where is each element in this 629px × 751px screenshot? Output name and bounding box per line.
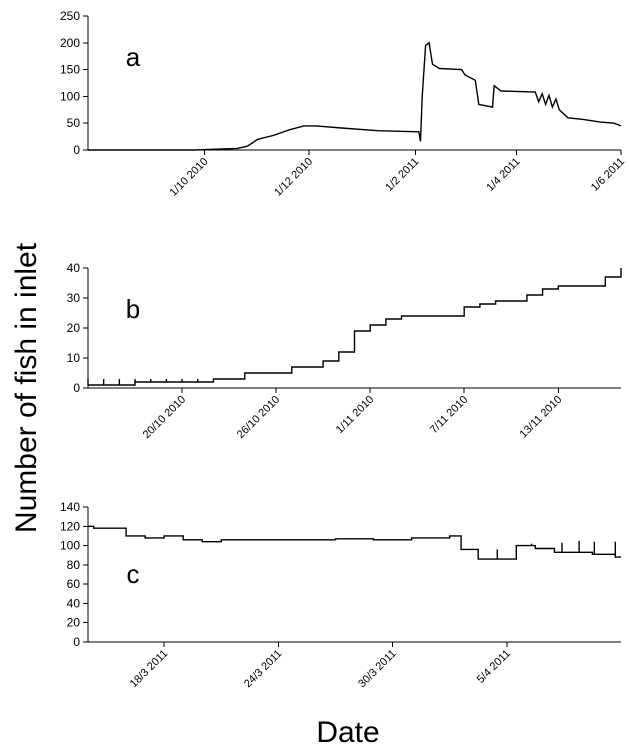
panel-b: 0 10 20 30 40 20/10 2010 26/10 2010 1/11 2010 7/… <box>67 261 622 441</box>
y-tick-label-b: 0 <box>73 381 80 395</box>
series-line-b <box>88 268 622 386</box>
y-tick-label-c: 80 <box>67 558 81 572</box>
x-axis-label: Date <box>316 716 379 749</box>
x-tick-label-c: 5/4 2011 <box>475 648 513 686</box>
x-tick-label-a: 1/2 2011 <box>383 156 421 194</box>
y-tick-label-b: 20 <box>67 321 81 335</box>
panel-letter-b: b <box>126 294 140 324</box>
y-tick-label-a: 0 <box>73 143 80 157</box>
x-tick-label-b: 26/10 2010 <box>235 394 282 441</box>
x-tick-label-b: 1/11 2010 <box>334 394 377 437</box>
x-tick-label-a: 1/12 2010 <box>272 156 315 199</box>
x-tick-label-c: 24/3 2011 <box>242 648 285 691</box>
y-tick-label-b: 30 <box>67 291 81 305</box>
y-tick-label-a: 100 <box>60 89 80 103</box>
x-tick-label-a: 1/10 2010 <box>168 156 211 199</box>
x-tick-label-a: 1/6 2011 <box>589 156 627 194</box>
y-tick-label-a: 150 <box>60 63 80 77</box>
y-tick-label-b: 40 <box>67 261 81 275</box>
y-tick-label-c: 40 <box>67 596 81 610</box>
y-tick-label-c: 120 <box>60 519 80 533</box>
series-line-a <box>88 41 622 151</box>
x-tick-label-c: 30/3 2011 <box>356 648 399 691</box>
x-tick-label-c: 18/3 2011 <box>128 648 171 691</box>
y-tick-label-b: 10 <box>67 351 81 365</box>
y-tick-label-c: 140 <box>60 500 80 514</box>
y-tick-label-c: 20 <box>67 616 81 630</box>
series-line-c <box>88 525 621 560</box>
x-tick-label-b: 13/11 2010 <box>518 394 565 441</box>
panel-c: 0 20 40 60 80 100 120 140 18/3 2011 24/3 2011 30/3… <box>60 500 621 690</box>
y-tick-label-c: 100 <box>60 539 80 553</box>
x-tick-label-b: 20/10 2010 <box>141 394 188 441</box>
y-tick-label-a: 50 <box>67 116 81 130</box>
y-tick-label-a: 200 <box>60 36 80 50</box>
y-tick-label-a: 250 <box>60 9 80 23</box>
y-axis-label: Number of fish in inlet <box>10 242 43 533</box>
x-tick-label-b: 7/11 2010 <box>428 394 471 437</box>
panel-a: 0 50 100 150 200 250 1/10 2010 1/12 2010 1/2 201… <box>60 9 627 199</box>
panel-letter-c: c <box>127 559 140 589</box>
y-tick-label-c: 0 <box>73 635 80 649</box>
x-tick-label-a: 1/4 2011 <box>484 156 522 194</box>
y-tick-label-c: 60 <box>67 577 81 591</box>
panel-letter-a: a <box>126 42 141 72</box>
